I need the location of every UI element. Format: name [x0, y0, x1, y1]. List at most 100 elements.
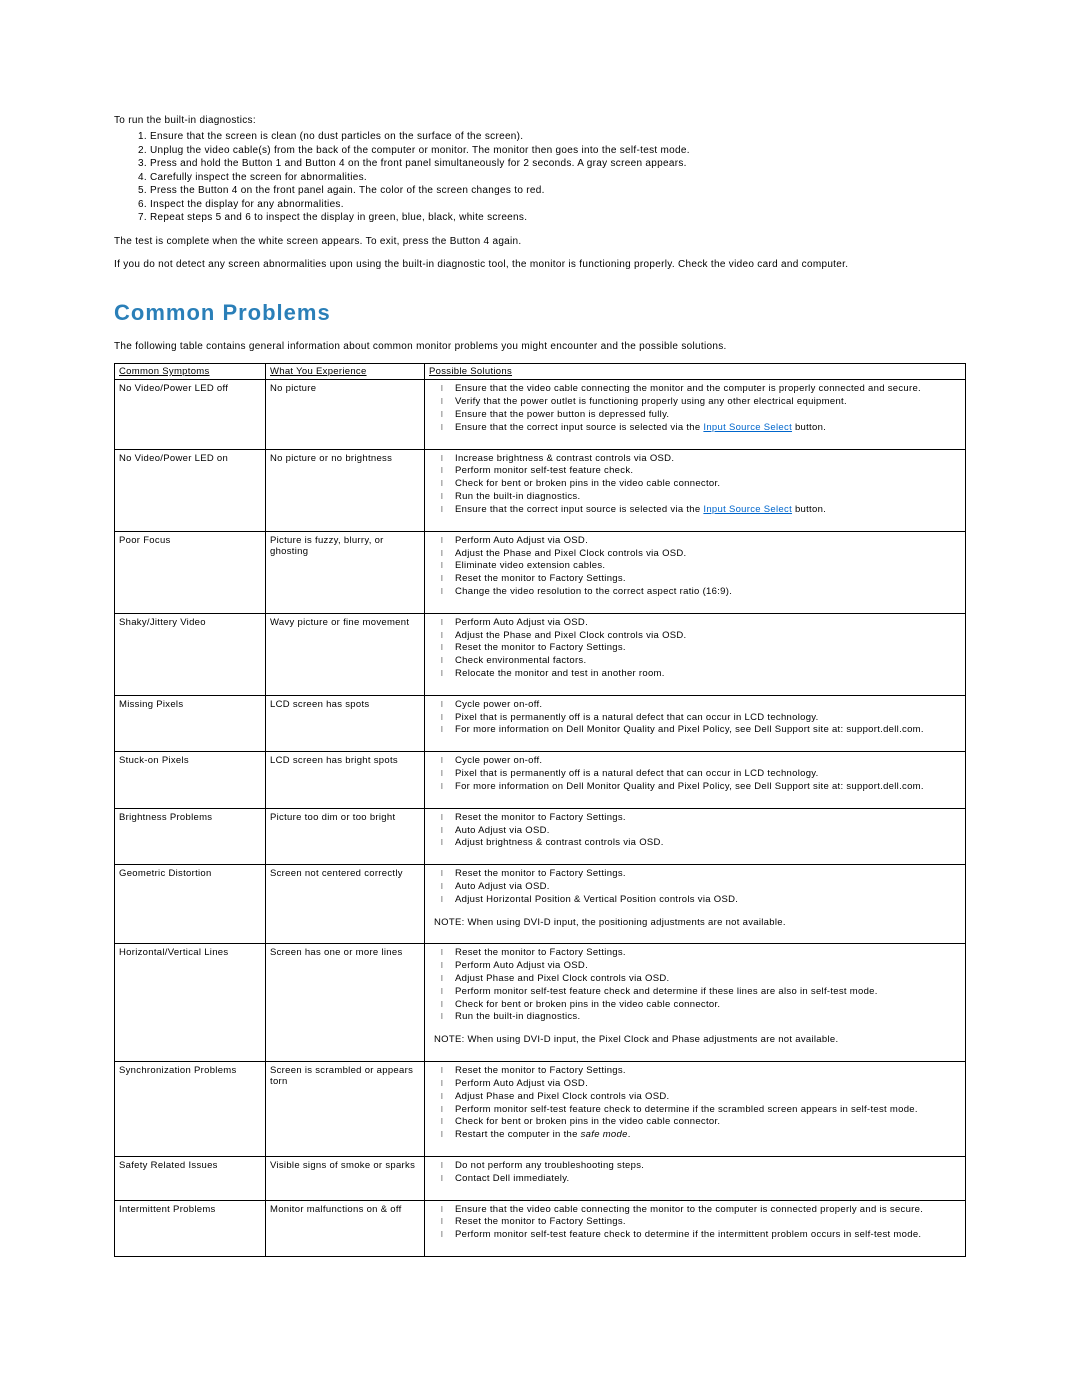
- solution-item: Run the built-in diagnostics.: [445, 491, 961, 504]
- table-row: Shaky/Jittery VideoWavy picture or fine …: [115, 613, 966, 695]
- solution-item: Perform monitor self-test feature check.: [445, 465, 961, 478]
- solution-item: Reset the monitor to Factory Settings.: [445, 642, 961, 655]
- solution-item: Perform monitor self-test feature check …: [445, 1104, 961, 1117]
- cell-solutions: Cycle power on-off.Pixel that is permane…: [425, 752, 966, 808]
- cell-symptom: No Video/Power LED on: [115, 449, 266, 531]
- table-row: Intermittent ProblemsMonitor malfunction…: [115, 1200, 966, 1256]
- diagnostic-steps: Ensure that the screen is clean (no dust…: [114, 130, 966, 225]
- cell-solutions: Reset the monitor to Factory Settings. Pe…: [425, 1062, 966, 1157]
- cell-experience: No picture or no brightness: [266, 449, 425, 531]
- cell-symptom: Geometric Distortion: [115, 865, 266, 944]
- step-item: Ensure that the screen is clean (no dust…: [150, 130, 966, 144]
- cell-experience: Visible signs of smoke or sparks: [266, 1156, 425, 1200]
- cell-experience: Wavy picture or fine movement: [266, 613, 425, 695]
- cell-experience: LCD screen has bright spots: [266, 752, 425, 808]
- step-item: Unplug the video cable(s) from the back …: [150, 144, 966, 158]
- table-header-row: Common Symptoms What You Experience Poss…: [115, 364, 966, 380]
- solution-item: Do not perform any troubleshooting steps…: [445, 1160, 961, 1173]
- solution-item: Adjust the Phase and Pixel Clock control…: [445, 548, 961, 561]
- solution-item: Perform monitor self-test feature check …: [445, 1229, 961, 1242]
- table-row: Synchronization ProblemsScreen is scramb…: [115, 1062, 966, 1157]
- step-item: Press the Button 4 on the front panel ag…: [150, 184, 966, 198]
- solution-item: Ensure that the video cable connecting t…: [445, 383, 961, 396]
- cell-experience: Picture is fuzzy, blurry, or ghosting: [266, 531, 425, 613]
- table-row: Stuck-on PixelsLCD screen has bright spo…: [115, 752, 966, 808]
- solution-item: Pixel that is permanently off is a natur…: [445, 768, 961, 781]
- table-row: Safety Related IssuesVisible signs of sm…: [115, 1156, 966, 1200]
- solution-item: Adjust the Phase and Pixel Clock control…: [445, 630, 961, 643]
- solution-item: Check for bent or broken pins in the vid…: [445, 478, 961, 491]
- cell-experience: No picture: [266, 380, 425, 449]
- step-item: Carefully inspect the screen for abnorma…: [150, 171, 966, 185]
- intro-text: To run the built-in diagnostics:: [114, 115, 966, 126]
- cell-symptom: Synchronization Problems: [115, 1062, 266, 1157]
- solution-list: Cycle power on-off.Pixel that is permane…: [429, 699, 961, 737]
- solution-item: Perform Auto Adjust via OSD.: [445, 617, 961, 630]
- solution-item: Eliminate video extension cables.: [445, 560, 961, 573]
- cell-symptom: Safety Related Issues: [115, 1156, 266, 1200]
- table-row: Geometric DistortionScreen not centered …: [115, 865, 966, 944]
- solution-item: Perform monitor self-test feature check …: [445, 986, 961, 999]
- cell-symptom: Brightness Problems: [115, 808, 266, 864]
- paragraph-complete: The test is complete when the white scre…: [114, 235, 966, 249]
- safe-mode-text: safe mode: [581, 1129, 628, 1140]
- solution-item: Reset the monitor to Factory Settings.: [445, 947, 961, 960]
- solution-item: Contact Dell immediately.: [445, 1173, 961, 1186]
- solution-note: NOTE: When using DVI-D input, the Pixel …: [429, 1034, 961, 1047]
- cell-solutions: Reset the monitor to Factory Settings.Au…: [425, 865, 966, 944]
- solution-list: Cycle power on-off.Pixel that is permane…: [429, 755, 961, 793]
- cell-symptom: Missing Pixels: [115, 695, 266, 751]
- document-body: To run the built-in diagnostics: Ensure …: [0, 0, 1080, 1317]
- step-item: Repeat steps 5 and 6 to inspect the disp…: [150, 211, 966, 225]
- table-row: No Video/Power LED onNo picture or no br…: [115, 449, 966, 531]
- solution-item: Ensure that the correct input source is …: [445, 422, 961, 435]
- solution-item: Auto Adjust via OSD.: [445, 881, 961, 894]
- input-source-select-link[interactable]: Input Source Select: [703, 422, 792, 433]
- solution-item: Reset the monitor to Factory Settings.: [445, 812, 961, 825]
- table-row: Brightness ProblemsPicture too dim or to…: [115, 808, 966, 864]
- problems-table: Common Symptoms What You Experience Poss…: [114, 363, 966, 1257]
- table-row: Horizontal/Vertical LinesScreen has one …: [115, 944, 966, 1062]
- solution-item: Cycle power on-off.: [445, 699, 961, 712]
- solution-item: Adjust brightness & contrast controls vi…: [445, 837, 961, 850]
- solution-item: Run the built-in diagnostics.: [445, 1011, 961, 1024]
- cell-symptom: No Video/Power LED off: [115, 380, 266, 449]
- cell-solutions: Ensure that the video cable connecting t…: [425, 380, 966, 449]
- paragraph-note: If you do not detect any screen abnormal…: [114, 258, 966, 272]
- header-experience: What You Experience: [266, 364, 425, 380]
- step-item: Inspect the display for any abnormalitie…: [150, 198, 966, 212]
- cell-solutions: Reset the monitor to Factory Settings. Pe…: [425, 944, 966, 1062]
- solution-item: Ensure that the video cable connecting t…: [445, 1204, 961, 1217]
- table-body: No Video/Power LED offNo picture Ensure t…: [115, 380, 966, 1257]
- cell-experience: Screen is scrambled or appears torn: [266, 1062, 425, 1157]
- cell-symptom: Shaky/Jittery Video: [115, 613, 266, 695]
- solution-item: Check for bent or broken pins in the vid…: [445, 999, 961, 1012]
- solution-item: Increase brightness & contrast controls …: [445, 453, 961, 466]
- solution-item: Cycle power on-off.: [445, 755, 961, 768]
- solution-item: Reset the monitor to Factory Settings.: [445, 868, 961, 881]
- table-row: Missing PixelsLCD screen has spotsCycle …: [115, 695, 966, 751]
- solution-item: Reset the monitor to Factory Settings.: [445, 1065, 961, 1078]
- solution-item: Relocate the monitor and test in another…: [445, 668, 961, 681]
- cell-solutions: Ensure that the video cable connecting t…: [425, 1200, 966, 1256]
- solution-item: For more information on Dell Monitor Qua…: [445, 781, 961, 794]
- solution-item: Auto Adjust via OSD.: [445, 825, 961, 838]
- solution-list: Ensure that the video cable connecting t…: [429, 383, 961, 434]
- solution-list: Ensure that the video cable connecting t…: [429, 1204, 961, 1242]
- cell-solutions: Reset the monitor to Factory Settings.Au…: [425, 808, 966, 864]
- solution-item: Adjust Phase and Pixel Clock controls vi…: [445, 1091, 961, 1104]
- solution-list: Perform Auto Adjust via OSD.Adjust the P…: [429, 617, 961, 681]
- solution-item: Ensure that the power button is depresse…: [445, 409, 961, 422]
- input-source-select-link[interactable]: Input Source Select: [703, 504, 792, 515]
- solution-item: Pixel that is permanently off is a natur…: [445, 712, 961, 725]
- solution-item: Ensure that the correct input source is …: [445, 504, 961, 517]
- step-item: Press and hold the Button 1 and Button 4…: [150, 157, 966, 171]
- cell-experience: Screen has one or more lines: [266, 944, 425, 1062]
- cell-symptom: Stuck-on Pixels: [115, 752, 266, 808]
- solution-item: Restart the computer in the safe mode.: [445, 1129, 961, 1142]
- table-row: Poor FocusPicture is fuzzy, blurry, or g…: [115, 531, 966, 613]
- cell-experience: Monitor malfunctions on & off: [266, 1200, 425, 1256]
- solution-list: Reset the monitor to Factory Settings.Au…: [429, 868, 961, 906]
- solution-item: Change the video resolution to the corre…: [445, 586, 961, 599]
- solution-list: Perform Auto Adjust via OSD.Adjust the P…: [429, 535, 961, 599]
